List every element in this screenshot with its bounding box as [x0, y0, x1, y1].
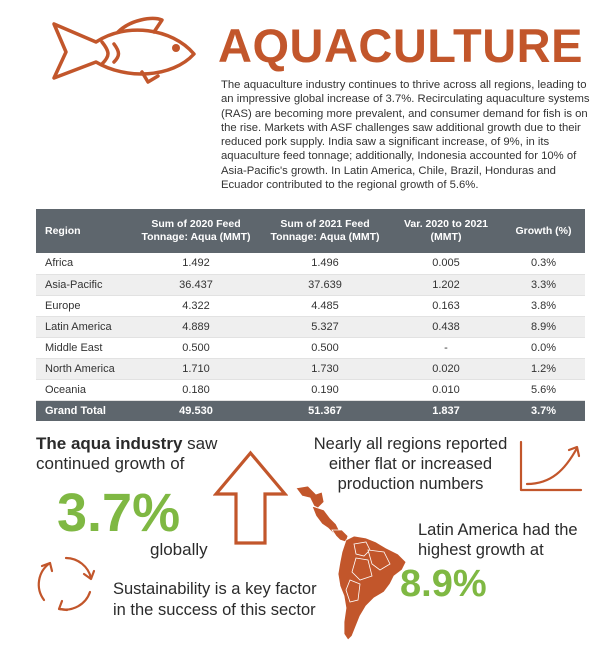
cell-growth: 0.0% — [502, 337, 585, 359]
page-title: AQUACULTURE — [218, 19, 583, 72]
cell-2021: 5.327 — [260, 316, 390, 338]
cell-2021: 37.639 — [260, 274, 390, 296]
feed-tonnage-table: Region Sum of 2020 Feed Tonnage: Aqua (M… — [36, 209, 585, 421]
cell-variance: 0.163 — [390, 295, 502, 317]
total-2021: 51.367 — [260, 400, 390, 421]
cell-growth: 1.2% — [502, 358, 585, 380]
table-row: Asia-Pacific 36.437 37.639 1.202 3.3% — [36, 274, 585, 296]
aqua-industry-bold: The aqua industry — [36, 434, 183, 453]
cell-2021: 0.500 — [260, 337, 390, 359]
cell-growth: 8.9% — [502, 316, 585, 338]
header-variance: Var. 2020 to 2021 (MMT) — [390, 209, 502, 253]
cell-2020: 0.180 — [132, 379, 260, 401]
cell-variance: 0.020 — [390, 358, 502, 380]
cell-2021: 1.496 — [260, 253, 390, 275]
aqua-industry-line2: continued growth of — [36, 454, 185, 473]
cell-2021: 0.190 — [260, 379, 390, 401]
cell-2020: 4.322 — [132, 295, 260, 317]
sustainability-statement: Sustainability is a key factor in the su… — [113, 580, 317, 619]
total-label: Grand Total — [36, 400, 132, 421]
cell-2020: 0.500 — [132, 337, 260, 359]
cell-variance: 0.005 — [390, 253, 502, 275]
table-row: Latin America 4.889 5.327 0.438 8.9% — [36, 316, 585, 338]
header-2020: Sum of 2020 Feed Tonnage: Aqua (MMT) — [132, 209, 260, 253]
recycle-cycle-icon — [37, 556, 96, 612]
growth-curve-icon — [519, 440, 583, 492]
header-2021: Sum of 2021 Feed Tonnage: Aqua (MMT) — [260, 209, 390, 253]
table-header-row: Region Sum of 2020 Feed Tonnage: Aqua (M… — [36, 209, 585, 253]
cell-variance: 0.438 — [390, 316, 502, 338]
total-2020: 49.530 — [132, 400, 260, 421]
cell-variance: 1.202 — [390, 274, 502, 296]
up-arrow-icon — [213, 450, 288, 545]
cell-2020: 1.492 — [132, 253, 260, 275]
cell-region: Europe — [36, 295, 132, 317]
total-growth: 3.7% — [502, 400, 585, 421]
americas-map-icon — [295, 485, 407, 641]
latam-growth-value: 8.9% — [400, 563, 487, 605]
cell-region: North America — [36, 358, 132, 380]
globally-label: globally — [150, 540, 208, 559]
grand-total-row: Grand Total 49.530 51.367 1.837 3.7% — [36, 400, 585, 421]
header-growth: Growth (%) — [502, 209, 585, 253]
latam-statement: Latin America had the highest growth at — [418, 521, 578, 559]
cell-2021: 4.485 — [260, 295, 390, 317]
cell-region: Latin America — [36, 316, 132, 338]
table-row: Europe 4.322 4.485 0.163 3.8% — [36, 295, 585, 317]
table-row: North America 1.710 1.730 0.020 1.2% — [36, 358, 585, 380]
header-region: Region — [36, 209, 132, 253]
cell-2020: 1.710 — [132, 358, 260, 380]
cell-region: Oceania — [36, 379, 132, 401]
cell-growth: 5.6% — [502, 379, 585, 401]
aqua-industry-statement: The aqua industry saw — [36, 434, 217, 454]
cell-variance: 0.010 — [390, 379, 502, 401]
fish-icon — [52, 16, 196, 84]
global-growth-value: 3.7% — [57, 483, 181, 543]
intro-paragraph: The aquaculture industry continues to th… — [221, 79, 590, 192]
table-row: Africa 1.492 1.496 0.005 0.3% — [36, 253, 585, 275]
regions-statement: Nearly all regions reported either flat … — [313, 435, 508, 493]
cell-growth: 3.3% — [502, 274, 585, 296]
cell-2021: 1.730 — [260, 358, 390, 380]
total-variance: 1.837 — [390, 400, 502, 421]
cell-variance: - — [390, 337, 502, 359]
cell-growth: 3.8% — [502, 295, 585, 317]
cell-region: Middle East — [36, 337, 132, 359]
cell-region: Asia-Pacific — [36, 274, 132, 296]
table-row: Oceania 0.180 0.190 0.010 5.6% — [36, 379, 585, 401]
table-row: Middle East 0.500 0.500 - 0.0% — [36, 337, 585, 359]
cell-2020: 4.889 — [132, 316, 260, 338]
cell-growth: 0.3% — [502, 253, 585, 275]
cell-2020: 36.437 — [132, 274, 260, 296]
cell-region: Africa — [36, 253, 132, 275]
aqua-industry-rest: saw — [182, 434, 218, 453]
